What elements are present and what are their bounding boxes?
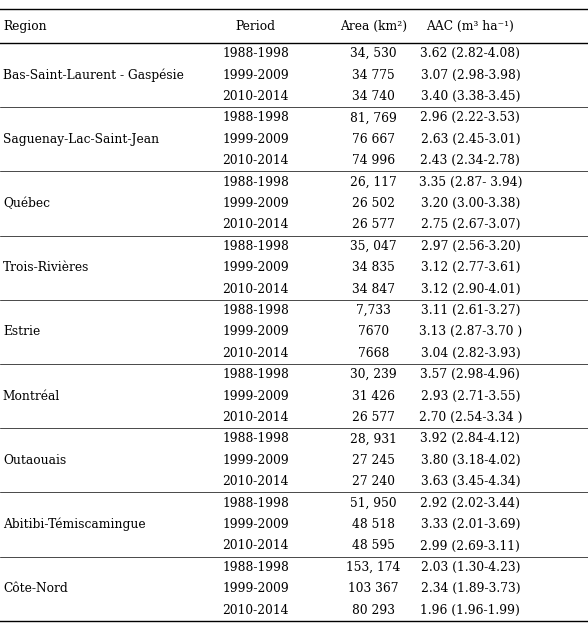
Text: 34 847: 34 847	[352, 283, 395, 296]
Text: 2010-2014: 2010-2014	[222, 603, 289, 617]
Text: 26 577: 26 577	[352, 411, 395, 424]
Text: 3.92 (2.84-4.12): 3.92 (2.84-4.12)	[420, 432, 520, 446]
Text: 27 245: 27 245	[352, 454, 395, 467]
Text: 103 367: 103 367	[348, 582, 399, 595]
Text: 153, 174: 153, 174	[346, 561, 400, 574]
Text: 2010-2014: 2010-2014	[222, 540, 289, 552]
Text: 3.63 (3.45-4.34): 3.63 (3.45-4.34)	[420, 475, 520, 488]
Text: Montréal: Montréal	[3, 389, 60, 402]
Text: 2.43 (2.34-2.78): 2.43 (2.34-2.78)	[420, 154, 520, 167]
Text: 3.04 (2.82-3.93): 3.04 (2.82-3.93)	[420, 347, 520, 360]
Text: 2.99 (2.69-3.11): 2.99 (2.69-3.11)	[420, 540, 520, 552]
Text: 2010-2014: 2010-2014	[222, 347, 289, 360]
Text: 31 426: 31 426	[352, 389, 395, 402]
Text: 7668: 7668	[358, 347, 389, 360]
Text: 3.35 (2.87- 3.94): 3.35 (2.87- 3.94)	[419, 175, 522, 188]
Text: 1999-2009: 1999-2009	[222, 582, 289, 595]
Text: 1988-1998: 1988-1998	[222, 175, 289, 188]
Text: 2.93 (2.71-3.55): 2.93 (2.71-3.55)	[420, 389, 520, 402]
Text: 2.63 (2.45-3.01): 2.63 (2.45-3.01)	[420, 133, 520, 146]
Text: 2.75 (2.67-3.07): 2.75 (2.67-3.07)	[420, 218, 520, 232]
Text: 26, 117: 26, 117	[350, 175, 397, 188]
Text: 1.96 (1.96-1.99): 1.96 (1.96-1.99)	[420, 603, 520, 617]
Text: 1999-2009: 1999-2009	[222, 133, 289, 146]
Text: 48 518: 48 518	[352, 518, 395, 531]
Text: 1988-1998: 1988-1998	[222, 304, 289, 317]
Text: 1999-2009: 1999-2009	[222, 69, 289, 82]
Text: 2010-2014: 2010-2014	[222, 475, 289, 488]
Text: 1999-2009: 1999-2009	[222, 454, 289, 467]
Text: 1988-1998: 1988-1998	[222, 240, 289, 253]
Text: 34, 530: 34, 530	[350, 47, 397, 60]
Text: 3.20 (3.00-3.38): 3.20 (3.00-3.38)	[420, 197, 520, 210]
Text: Trois-Rivières: Trois-Rivières	[3, 261, 89, 274]
Text: 1999-2009: 1999-2009	[222, 326, 289, 338]
Text: 2010-2014: 2010-2014	[222, 90, 289, 103]
Text: 1988-1998: 1988-1998	[222, 497, 289, 510]
Text: 3.13 (2.87-3.70 ): 3.13 (2.87-3.70 )	[419, 326, 522, 338]
Text: 7670: 7670	[358, 326, 389, 338]
Text: Period: Period	[236, 20, 276, 32]
Text: 2.97 (2.56-3.20): 2.97 (2.56-3.20)	[420, 240, 520, 253]
Text: 2010-2014: 2010-2014	[222, 218, 289, 232]
Text: Outaouais: Outaouais	[3, 454, 66, 467]
Text: 74 996: 74 996	[352, 154, 395, 167]
Text: Saguenay-Lac-Saint-Jean: Saguenay-Lac-Saint-Jean	[3, 133, 159, 146]
Text: 1988-1998: 1988-1998	[222, 112, 289, 124]
Text: 1999-2009: 1999-2009	[222, 261, 289, 274]
Text: 26 577: 26 577	[352, 218, 395, 232]
Text: 3.80 (3.18-4.02): 3.80 (3.18-4.02)	[420, 454, 520, 467]
Text: 2010-2014: 2010-2014	[222, 411, 289, 424]
Text: 3.33 (2.01-3.69): 3.33 (2.01-3.69)	[420, 518, 520, 531]
Text: 2.03 (1.30-4.23): 2.03 (1.30-4.23)	[420, 561, 520, 574]
Text: 3.12 (2.77-3.61): 3.12 (2.77-3.61)	[420, 261, 520, 274]
Text: 7,733: 7,733	[356, 304, 391, 317]
Text: Québec: Québec	[3, 197, 50, 210]
Text: 34 740: 34 740	[352, 90, 395, 103]
Text: 3.07 (2.98-3.98): 3.07 (2.98-3.98)	[420, 69, 520, 82]
Text: 2.70 (2.54-3.34 ): 2.70 (2.54-3.34 )	[419, 411, 522, 424]
Text: 1999-2009: 1999-2009	[222, 197, 289, 210]
Text: Bas-Saint-Laurent - Gaspésie: Bas-Saint-Laurent - Gaspésie	[3, 69, 184, 82]
Text: 2010-2014: 2010-2014	[222, 154, 289, 167]
Text: 1988-1998: 1988-1998	[222, 432, 289, 446]
Text: 1988-1998: 1988-1998	[222, 368, 289, 381]
Text: 51, 950: 51, 950	[350, 497, 397, 510]
Text: 3.40 (3.38-3.45): 3.40 (3.38-3.45)	[420, 90, 520, 103]
Text: Region: Region	[3, 20, 46, 32]
Text: 1988-1998: 1988-1998	[222, 47, 289, 60]
Text: 3.11 (2.61-3.27): 3.11 (2.61-3.27)	[420, 304, 520, 317]
Text: Abitibi-Témiscamingue: Abitibi-Témiscamingue	[3, 518, 146, 531]
Text: Estrie: Estrie	[3, 326, 40, 338]
Text: 2.34 (1.89-3.73): 2.34 (1.89-3.73)	[420, 582, 520, 595]
Text: 28, 931: 28, 931	[350, 432, 397, 446]
Text: 2010-2014: 2010-2014	[222, 283, 289, 296]
Text: 1988-1998: 1988-1998	[222, 561, 289, 574]
Text: AAC (m³ ha⁻¹): AAC (m³ ha⁻¹)	[426, 20, 514, 32]
Text: 48 595: 48 595	[352, 540, 395, 552]
Text: 81, 769: 81, 769	[350, 112, 397, 124]
Text: 27 240: 27 240	[352, 475, 395, 488]
Text: 3.57 (2.98-4.96): 3.57 (2.98-4.96)	[420, 368, 520, 381]
Text: Area (km²): Area (km²)	[340, 20, 407, 32]
Text: 80 293: 80 293	[352, 603, 395, 617]
Text: 1999-2009: 1999-2009	[222, 518, 289, 531]
Text: 30, 239: 30, 239	[350, 368, 397, 381]
Text: 34 835: 34 835	[352, 261, 395, 274]
Text: 35, 047: 35, 047	[350, 240, 397, 253]
Text: 76 667: 76 667	[352, 133, 395, 146]
Text: 26 502: 26 502	[352, 197, 395, 210]
Text: 34 775: 34 775	[352, 69, 395, 82]
Text: 1999-2009: 1999-2009	[222, 389, 289, 402]
Text: Côte-Nord: Côte-Nord	[3, 582, 68, 595]
Text: 2.92 (2.02-3.44): 2.92 (2.02-3.44)	[420, 497, 520, 510]
Text: 3.12 (2.90-4.01): 3.12 (2.90-4.01)	[420, 283, 520, 296]
Text: 2.96 (2.22-3.53): 2.96 (2.22-3.53)	[420, 112, 520, 124]
Text: 3.62 (2.82-4.08): 3.62 (2.82-4.08)	[420, 47, 520, 60]
